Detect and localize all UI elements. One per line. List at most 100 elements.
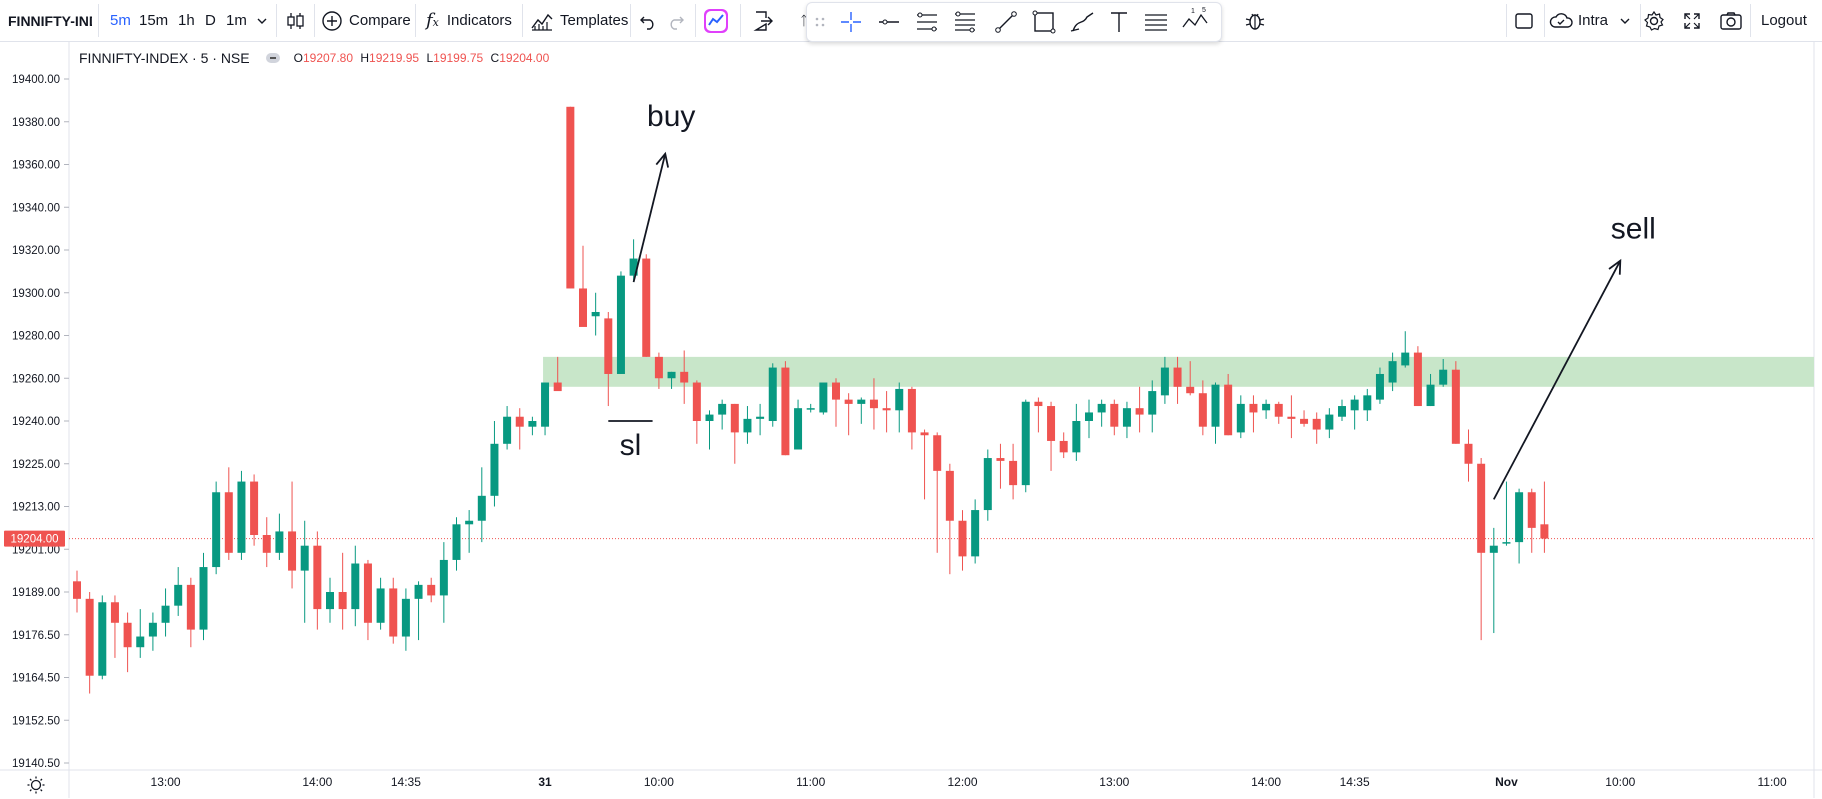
text-icon[interactable] bbox=[1111, 12, 1127, 32]
candle-body bbox=[1426, 384, 1435, 407]
candle bbox=[427, 577, 436, 603]
candle-body bbox=[971, 510, 980, 557]
candle bbox=[1211, 382, 1220, 444]
interval-1m-button[interactable]: 1m bbox=[226, 12, 247, 29]
toolbar-divider bbox=[630, 4, 631, 37]
time-tick-label: 11:00 bbox=[796, 775, 825, 789]
price-tick-label: 19152.50 bbox=[12, 715, 60, 727]
sun-ray bbox=[29, 778, 32, 781]
square-icon[interactable] bbox=[1514, 0, 1534, 41]
candle-body bbox=[199, 567, 208, 630]
candle-body bbox=[1186, 386, 1195, 394]
candle bbox=[515, 408, 524, 450]
drag-handle-icon[interactable] bbox=[815, 17, 825, 27]
candle-body bbox=[1515, 492, 1524, 543]
camera-icon[interactable] bbox=[1719, 0, 1743, 41]
fib-icon[interactable] bbox=[955, 11, 975, 33]
fullscreen-icon[interactable] bbox=[1682, 0, 1702, 41]
sun-ray bbox=[29, 789, 32, 792]
candle-body bbox=[832, 382, 840, 400]
brush-icon[interactable] bbox=[1070, 12, 1094, 32]
candle-body bbox=[680, 371, 689, 383]
candle-body bbox=[1148, 391, 1157, 415]
candle-body bbox=[136, 636, 145, 648]
candle bbox=[920, 429, 929, 500]
redo-icon[interactable] bbox=[666, 0, 686, 41]
interval-5m-button[interactable]: 5m bbox=[110, 12, 131, 29]
candle bbox=[705, 410, 714, 450]
candle bbox=[1375, 367, 1384, 404]
candle bbox=[186, 577, 195, 648]
candle bbox=[743, 406, 752, 444]
price-tick-label: 19320.00 bbox=[12, 245, 60, 257]
price-tick-label: 19340.00 bbox=[12, 202, 60, 214]
candle bbox=[503, 406, 512, 450]
chevron-down-icon[interactable] bbox=[257, 0, 267, 41]
candle-body bbox=[1236, 403, 1245, 433]
time-tick-label: 11:00 bbox=[1758, 775, 1787, 789]
interval-1h-button[interactable]: 1h bbox=[178, 12, 195, 29]
candle bbox=[1464, 429, 1473, 482]
candle-body bbox=[1059, 440, 1068, 453]
candle-body bbox=[920, 432, 929, 436]
sell-arrow-line bbox=[1493, 260, 1622, 500]
logout-button[interactable]: Logout bbox=[1761, 12, 1807, 29]
horizontal-line-icon[interactable] bbox=[879, 19, 899, 25]
candle-body bbox=[1198, 393, 1207, 427]
templates-button[interactable]: Templates bbox=[530, 0, 628, 41]
candle-body bbox=[1274, 403, 1283, 417]
candles-icon[interactable] bbox=[284, 0, 306, 41]
candle-body bbox=[882, 408, 891, 411]
candle bbox=[996, 443, 1005, 489]
export-icon[interactable] bbox=[752, 0, 774, 41]
trading-icon[interactable] bbox=[703, 0, 729, 41]
bug-icon[interactable] bbox=[1244, 0, 1266, 41]
gear-icon[interactable] bbox=[1643, 0, 1665, 41]
parallel-channel-icon[interactable] bbox=[917, 12, 937, 32]
candle-body bbox=[313, 545, 322, 610]
price-chart[interactable]: 19400.00 19380.00 19360.00 19340.00 19320.00… bbox=[0, 42, 1822, 799]
settings-sun-icon[interactable] bbox=[27, 776, 45, 794]
candle bbox=[806, 403, 815, 413]
sun-ray bbox=[40, 778, 43, 781]
candle bbox=[1059, 432, 1068, 459]
low-value: 19199.75 bbox=[433, 51, 484, 65]
candle-body bbox=[566, 106, 575, 289]
candle bbox=[844, 393, 853, 436]
rectangle-icon[interactable] bbox=[1032, 10, 1056, 34]
eye-icon[interactable] bbox=[265, 53, 280, 63]
toolbar-overflow-glyph: ᛏ bbox=[800, 13, 808, 28]
candle-body bbox=[1439, 369, 1448, 385]
candle bbox=[452, 517, 461, 571]
candle-body bbox=[148, 622, 157, 637]
gann-icon[interactable] bbox=[1145, 14, 1167, 31]
interval-d-button[interactable]: D bbox=[205, 12, 216, 29]
crosshair-icon[interactable] bbox=[841, 12, 861, 32]
candle bbox=[212, 481, 221, 575]
buy-arrow-line bbox=[632, 153, 667, 283]
candle-body bbox=[1312, 418, 1321, 430]
price-tick-label: 19240.00 bbox=[12, 416, 60, 428]
candle-body bbox=[1173, 367, 1182, 387]
interval-15m-button[interactable]: 15m bbox=[139, 12, 169, 29]
candle bbox=[1338, 399, 1346, 421]
price-tick-label: 19400.00 bbox=[12, 74, 60, 86]
trend-line-icon[interactable] bbox=[995, 11, 1017, 33]
indicators-label: Indicators bbox=[446, 12, 512, 29]
candle-body bbox=[1085, 412, 1093, 421]
templates-icon bbox=[530, 10, 554, 32]
layout-menu-button[interactable]: Intra bbox=[1548, 0, 1630, 41]
candle-body bbox=[996, 458, 1005, 461]
candle-body bbox=[692, 382, 701, 421]
compare-button[interactable]: Compare bbox=[321, 0, 411, 41]
symbol-search-button[interactable]: FINNIFTY-IND bbox=[8, 12, 92, 29]
candle bbox=[1236, 395, 1245, 439]
candle-body bbox=[363, 563, 372, 623]
candle bbox=[275, 513, 284, 560]
undo-icon[interactable] bbox=[638, 0, 658, 41]
candle bbox=[642, 254, 651, 357]
indicators-button[interactable]: fx Indicators bbox=[426, 0, 512, 41]
candle bbox=[781, 361, 790, 456]
